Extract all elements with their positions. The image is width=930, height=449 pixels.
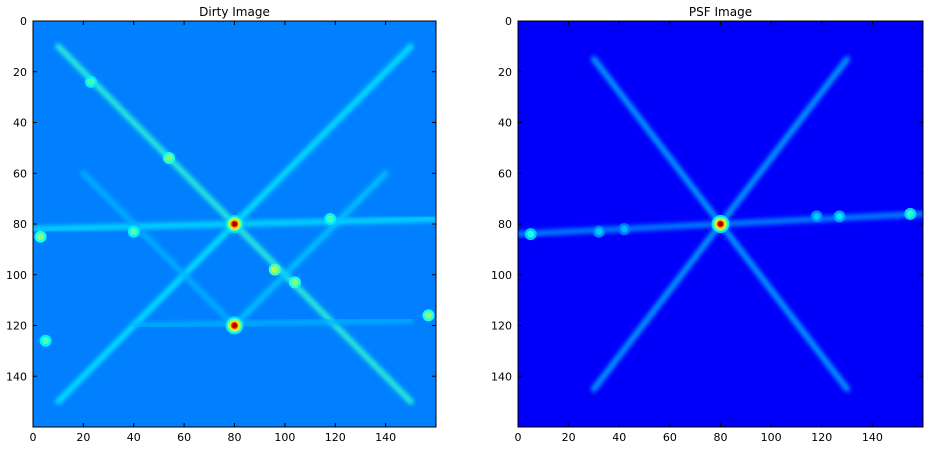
heatmap-ridge: [130, 317, 414, 329]
x-tick-label: 20: [562, 431, 576, 444]
heatmap-peak: [127, 225, 140, 238]
heatmap-peak: [225, 215, 244, 233]
psf-image-title: PSF Image: [688, 5, 753, 19]
x-tick-label: 140: [862, 431, 883, 444]
heatmap-area: [33, 21, 436, 427]
y-tick-label: 0: [505, 15, 512, 28]
x-tick-label: 20: [76, 431, 90, 444]
y-tick-label: 0: [20, 15, 27, 28]
y-tick-label: 140: [6, 370, 27, 383]
x-tick-label: 80: [228, 431, 242, 444]
x-tick-label: 140: [375, 431, 396, 444]
y-tick-label: 120: [491, 320, 512, 333]
y-tick-label: 40: [498, 117, 512, 130]
y-tick-label: 80: [498, 218, 512, 231]
heatmap-peak: [39, 334, 52, 347]
heatmap-peak: [84, 75, 97, 88]
x-tick-label: 60: [663, 431, 677, 444]
x-tick-label: 40: [612, 431, 626, 444]
heatmap-peak: [833, 210, 846, 223]
heatmap-peak: [288, 276, 301, 289]
x-tick-label: 0: [30, 431, 37, 444]
heatmap-ridge: [80, 170, 238, 329]
dirty-image-title: Dirty Image: [199, 5, 270, 19]
x-tick-label: 100: [274, 431, 295, 444]
x-tick-label: 0: [515, 431, 522, 444]
x-tick-label: 40: [127, 431, 141, 444]
y-tick-label: 40: [13, 117, 27, 130]
heatmap-peak: [225, 316, 244, 335]
x-tick-label: 60: [177, 431, 191, 444]
heatmap-ridge: [231, 170, 389, 329]
heatmap-peak: [904, 207, 917, 220]
y-tick-label: 120: [6, 320, 27, 333]
y-tick-label: 60: [13, 167, 27, 180]
heatmap-peak: [711, 215, 730, 233]
y-tick-label: 100: [491, 269, 512, 282]
y-tick-label: 80: [13, 218, 27, 231]
y-tick-label: 140: [491, 370, 512, 383]
heatmap-peak: [163, 152, 176, 165]
heatmap-area: [518, 21, 923, 427]
heatmap-peak: [593, 225, 605, 238]
x-tick-label: 100: [761, 431, 782, 444]
heatmap-peak: [324, 212, 337, 225]
y-tick-label: 20: [498, 66, 512, 79]
heatmap-peak: [618, 223, 631, 236]
y-tick-label: 20: [13, 66, 27, 79]
x-tick-label: 120: [811, 431, 832, 444]
heatmap-peak: [268, 263, 281, 276]
heatmap-peak: [34, 230, 47, 243]
heatmap-peak: [422, 309, 435, 322]
y-tick-label: 60: [498, 167, 512, 180]
heatmap-peak: [524, 228, 537, 241]
y-tick-label: 100: [6, 269, 27, 282]
heatmap-peak: [810, 210, 823, 223]
x-tick-label: 80: [714, 431, 728, 444]
x-tick-label: 120: [325, 431, 346, 444]
